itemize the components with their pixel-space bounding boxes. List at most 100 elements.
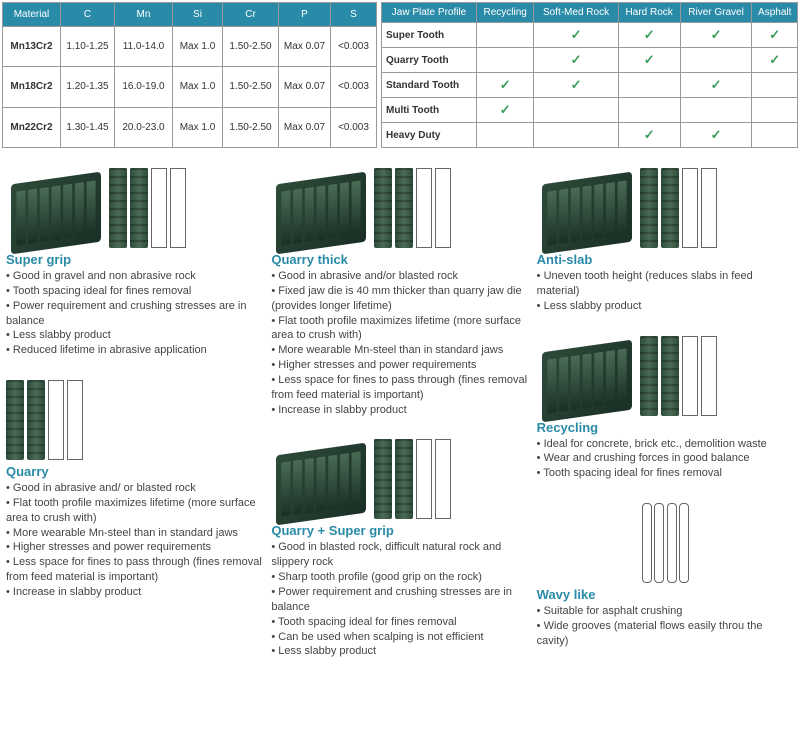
material-table-header: Material	[3, 3, 61, 27]
product-title: Quarry thick	[271, 252, 528, 267]
table-cell: Quarry Tooth	[382, 48, 477, 73]
table-row: Mn22Cr21.30-1.4520.0-23.0Max 1.01.50-2.5…	[3, 107, 377, 147]
table-cell: ✓	[680, 73, 752, 98]
table-cell: Super Tooth	[382, 23, 477, 48]
product-quarry-thick: Quarry thick Good in abrasive and/or bla…	[271, 158, 528, 417]
table-cell	[534, 123, 618, 148]
bullet-item: Sharp tooth profile (good grip on the ro…	[271, 570, 528, 585]
table-cell: Max 0.07	[279, 67, 331, 107]
product-super-grip: Super grip Good in gravel and non abrasi…	[6, 158, 263, 358]
table-cell: <0.003	[331, 67, 377, 107]
product-bullets: Suitable for asphalt crushingWide groove…	[537, 604, 794, 649]
table-cell: 1.50-2.50	[223, 107, 279, 147]
material-table-header: C	[61, 3, 115, 27]
table-cell: ✓	[752, 23, 798, 48]
table-cell	[618, 73, 680, 98]
bullet-item: Reduced lifetime in abrasive application	[6, 343, 263, 358]
product-quarry-super-grip: Quarry + Super grip Good in blasted rock…	[271, 429, 528, 659]
product-bullets: Good in abrasive and/or blasted rockFixe…	[271, 269, 528, 417]
table-row: Mn13Cr21.10-1.2511.0-14.0Max 1.01.50-2.5…	[3, 27, 377, 67]
table-cell: ✓	[534, 23, 618, 48]
bullet-item: Suitable for asphalt crushing	[537, 604, 794, 619]
table-cell: 1.30-1.45	[61, 107, 115, 147]
table-cell: Standard Tooth	[382, 73, 477, 98]
bullet-item: Good in abrasive and/ or blasted rock	[6, 481, 263, 496]
checkmark-icon: ✓	[769, 27, 780, 42]
material-table: MaterialCMnSiCrPS Mn13Cr21.10-1.2511.0-1…	[2, 2, 377, 148]
checkmark-icon: ✓	[571, 77, 582, 92]
bullet-item: Less slabby product	[537, 299, 794, 314]
bullet-item: Higher stresses and power requirements	[6, 540, 263, 555]
table-cell	[752, 123, 798, 148]
jaw-table-header: River Gravel	[680, 3, 752, 23]
bullet-item: Less slabby product	[271, 644, 528, 659]
table-cell: Max 1.0	[173, 27, 223, 67]
product-bullets: Good in abrasive and/ or blasted rockFla…	[6, 481, 263, 600]
checkmark-icon: ✓	[571, 52, 582, 67]
bullet-item: Tooth spacing ideal for fines removal	[537, 466, 794, 481]
table-cell: Mn22Cr2	[3, 107, 61, 147]
table-cell: Mn18Cr2	[3, 67, 61, 107]
jaw-table-header: Hard Rock	[618, 3, 680, 23]
product-bullets: Good in blasted rock, difficult natural …	[271, 540, 528, 659]
table-cell: ✓	[618, 48, 680, 73]
table-cell: <0.003	[331, 107, 377, 147]
product-title: Anti-slab	[537, 252, 794, 267]
bullet-item: Good in gravel and non abrasive rock	[6, 269, 263, 284]
checkmark-icon: ✓	[500, 77, 511, 92]
table-cell: ✓	[534, 73, 618, 98]
table-cell	[680, 48, 752, 73]
table-cell: Max 1.0	[173, 67, 223, 107]
table-cell: ✓	[477, 73, 534, 98]
bullet-item: Fixed jaw die is 40 mm thicker than quar…	[271, 284, 528, 314]
product-title: Super grip	[6, 252, 263, 267]
table-cell: 1.50-2.50	[223, 27, 279, 67]
wavy-like-illustration	[537, 493, 794, 583]
material-table-header: Si	[173, 3, 223, 27]
super-grip-illustration	[6, 158, 263, 248]
table-cell: ✓	[618, 123, 680, 148]
table-cell: ✓	[680, 123, 752, 148]
product-anti-slab: Anti-slab Uneven tooth height (reduces s…	[537, 158, 794, 314]
table-cell	[477, 23, 534, 48]
table-row: Quarry Tooth ✓ ✓ ✓	[382, 48, 798, 73]
product-recycling: Recycling Ideal for concrete, brick etc.…	[537, 326, 794, 482]
bullet-item: Power requirement and crushing stresses …	[271, 585, 528, 615]
jaw-plate-profile-table: Jaw Plate ProfileRecyclingSoft-Med RockH…	[381, 2, 798, 148]
quarry-thick-illustration	[271, 158, 528, 248]
table-cell: 20.0-23.0	[115, 107, 173, 147]
bullet-item: Ideal for concrete, brick etc., demoliti…	[537, 437, 794, 452]
jaw-table-header: Asphalt	[752, 3, 798, 23]
table-cell	[618, 98, 680, 123]
product-wavy-like: Wavy like Suitable for asphalt crushingW…	[537, 493, 794, 649]
bullet-item: Wear and crushing forces in good balance	[537, 451, 794, 466]
product-title: Quarry + Super grip	[271, 523, 528, 538]
table-cell	[752, 73, 798, 98]
checkmark-icon: ✓	[769, 52, 780, 67]
table-cell: 1.10-1.25	[61, 27, 115, 67]
bullet-item: Good in blasted rock, difficult natural …	[271, 540, 528, 570]
table-cell: Max 0.07	[279, 107, 331, 147]
table-cell: 1.50-2.50	[223, 67, 279, 107]
bullet-item: More wearable Mn-steel than in standard …	[6, 526, 263, 541]
table-cell: Max 0.07	[279, 27, 331, 67]
table-cell: ✓	[534, 48, 618, 73]
table-cell: ✓	[477, 98, 534, 123]
top-tables-row: MaterialCMnSiCrPS Mn13Cr21.10-1.2511.0-1…	[0, 0, 800, 150]
jaw-table-header: Jaw Plate Profile	[382, 3, 477, 23]
material-table-header: Mn	[115, 3, 173, 27]
bullet-item: More wearable Mn-steel than in standard …	[271, 343, 528, 358]
product-title: Quarry	[6, 464, 263, 479]
checkmark-icon: ✓	[500, 102, 511, 117]
anti-slab-illustration	[537, 158, 794, 248]
product-bullets: Uneven tooth height (reduces slabs in fe…	[537, 269, 794, 314]
checkmark-icon: ✓	[711, 77, 722, 92]
table-cell	[477, 48, 534, 73]
bullet-item: Flat tooth profile maximizes lifetime (m…	[271, 314, 528, 344]
checkmark-icon: ✓	[644, 127, 655, 142]
material-table-header: S	[331, 3, 377, 27]
checkmark-icon: ✓	[711, 27, 722, 42]
material-table-header: P	[279, 3, 331, 27]
material-table-header: Cr	[223, 3, 279, 27]
table-cell: ✓	[618, 23, 680, 48]
